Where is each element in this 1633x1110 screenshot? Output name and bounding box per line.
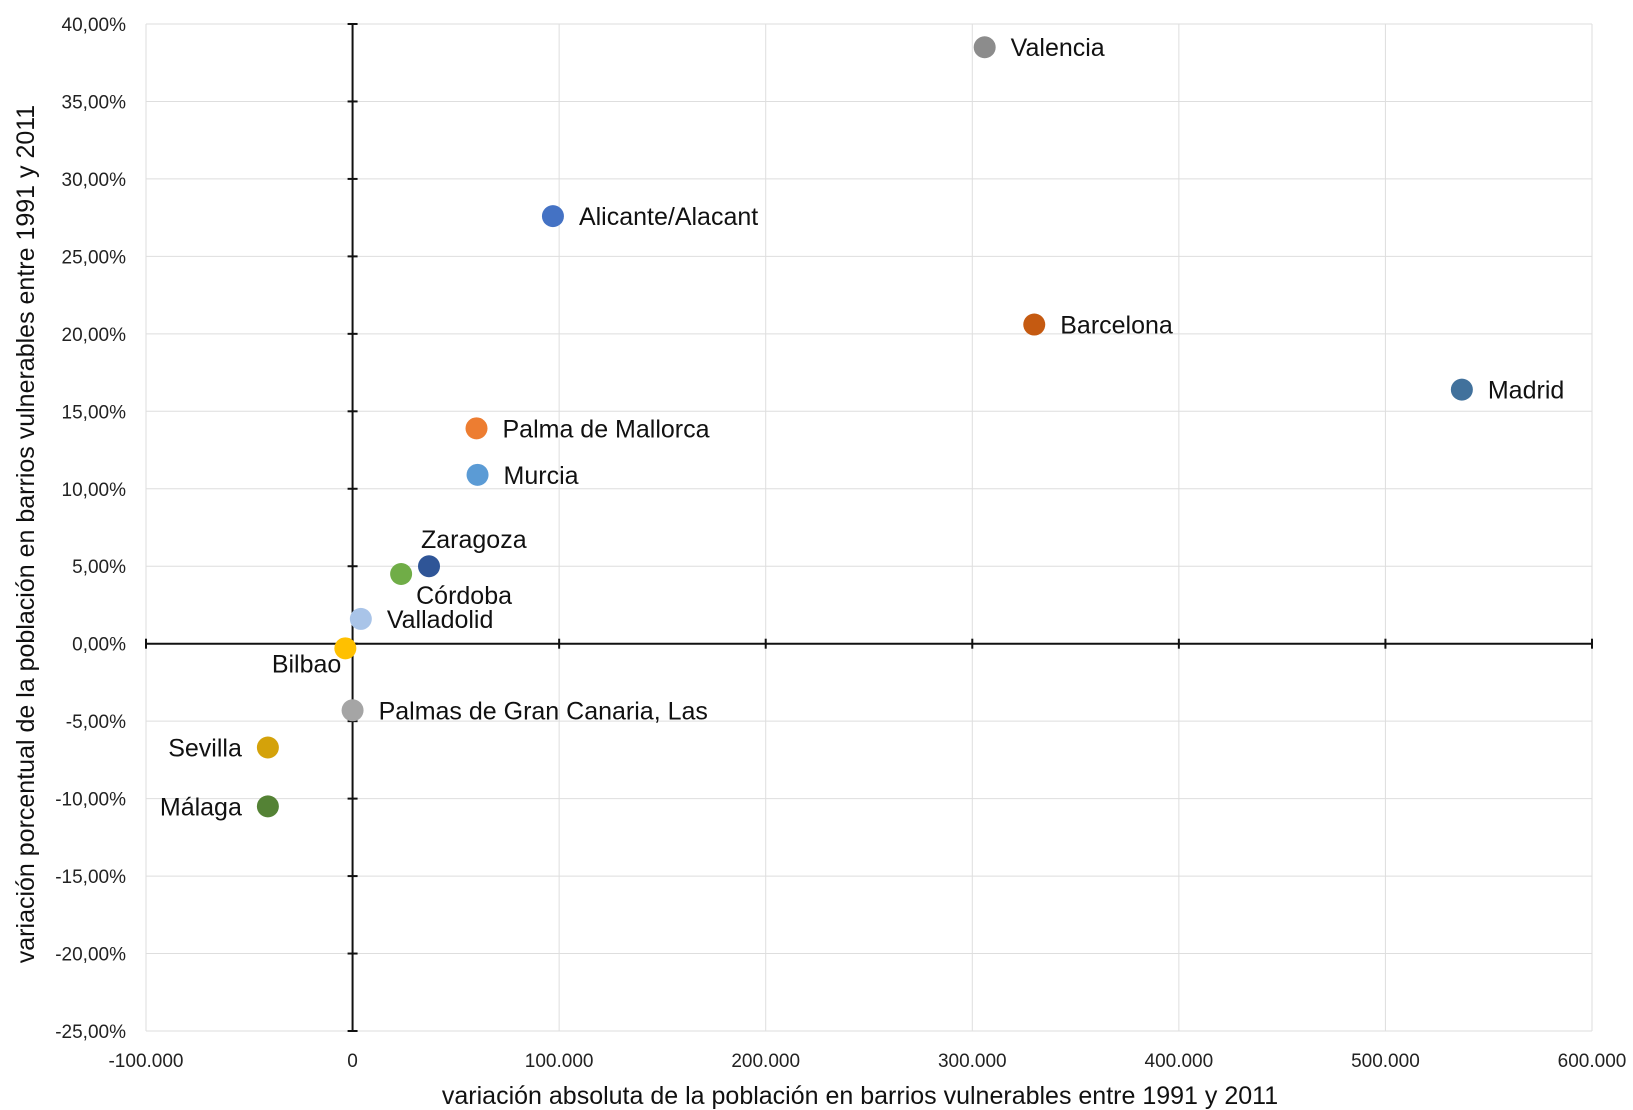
y-tick-label: -20,00% <box>55 945 126 966</box>
data-point <box>349 607 372 630</box>
y-tick-label: 30,00% <box>62 170 127 191</box>
point-label: Murcia <box>504 462 579 490</box>
point-label: Palma de Mallorca <box>503 415 710 443</box>
y-axis-title: variación porcentual de la población en … <box>12 105 40 963</box>
data-points <box>256 36 1473 818</box>
y-tick-label: 0,00% <box>72 635 126 656</box>
y-tick-label: 5,00% <box>72 557 126 578</box>
y-tick-label: -15,00% <box>55 867 126 888</box>
y-tick-label: -5,00% <box>66 712 126 733</box>
point-label: Palmas de Gran Canaria, Las <box>379 697 708 725</box>
x-axis-title: variación absoluta de la población en ba… <box>442 1082 1278 1110</box>
point-label: Madrid <box>1488 377 1564 405</box>
data-point <box>1023 313 1046 336</box>
data-point <box>390 562 413 585</box>
axes <box>145 23 1593 1032</box>
x-tick-label: 600.000 <box>1558 1051 1627 1072</box>
data-point <box>256 795 279 818</box>
grid-lines <box>145 23 1593 1032</box>
y-tick-label: 20,00% <box>62 325 127 346</box>
point-label: Alicante/Alacant <box>579 203 758 231</box>
x-tick-label: 0 <box>347 1051 358 1072</box>
data-point <box>256 736 279 759</box>
point-labels: Valencia Alicante/Alacant Barcelona Madrid P… <box>160 34 1564 821</box>
y-tick-labels: 40,00% 35,00% 30,00% 25,00% 20,00% 15,00% 10,0… <box>55 15 126 1043</box>
data-point <box>465 417 488 440</box>
point-label: Bilbao <box>272 650 342 678</box>
point-label: Barcelona <box>1060 312 1173 340</box>
y-tick-label: 25,00% <box>62 247 127 268</box>
point-label: Sevilla <box>168 734 242 762</box>
data-point <box>466 463 489 486</box>
y-tick-label: 10,00% <box>62 480 127 501</box>
y-tick-label: 15,00% <box>62 402 127 423</box>
x-tick-label: -100.000 <box>108 1051 183 1072</box>
y-tick-label: 40,00% <box>62 15 127 36</box>
x-tick-labels: -100.000 0 100.000 200.000 300.000 400.000 500… <box>108 1051 1626 1072</box>
data-point <box>1450 378 1473 401</box>
data-point <box>334 637 357 660</box>
y-tick-label: -25,00% <box>55 1022 126 1043</box>
x-tick-label: 100.000 <box>525 1051 594 1072</box>
x-tick-label: 200.000 <box>731 1051 800 1072</box>
point-label: Zaragoza <box>421 526 527 554</box>
y-tick-label: -10,00% <box>55 790 126 811</box>
point-label: Córdoba <box>416 582 512 610</box>
data-point <box>341 699 364 722</box>
x-tick-label: 500.000 <box>1351 1051 1420 1072</box>
y-tick-label: 35,00% <box>62 92 127 113</box>
point-label: Valladolid <box>387 606 494 634</box>
data-point <box>418 555 441 578</box>
point-label: Málaga <box>160 793 242 821</box>
data-point <box>973 36 996 59</box>
x-tick-label: 400.000 <box>1145 1051 1214 1072</box>
x-tick-label: 300.000 <box>938 1051 1007 1072</box>
point-label: Valencia <box>1011 34 1105 62</box>
data-point <box>541 205 564 228</box>
